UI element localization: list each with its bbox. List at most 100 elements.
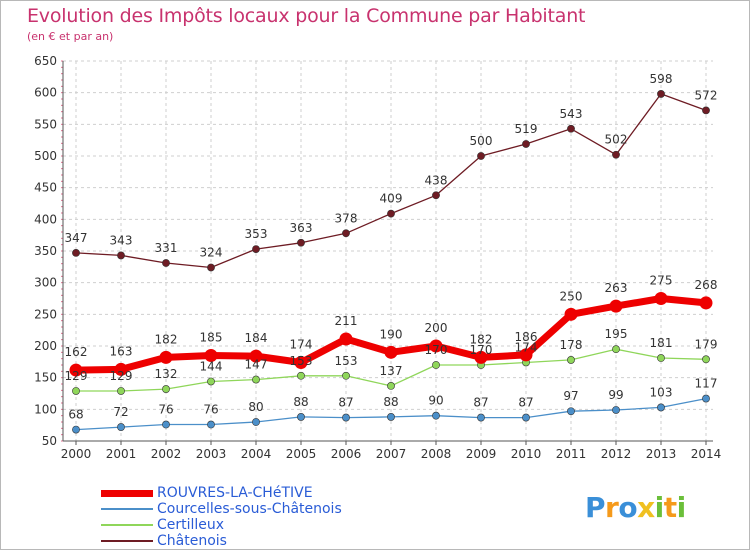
data-label: 97 xyxy=(563,389,578,403)
data-point xyxy=(657,403,665,412)
data-label: 343 xyxy=(110,233,133,247)
data-point xyxy=(519,348,533,362)
x-tick-label: 2009 xyxy=(466,447,497,461)
data-label: 68 xyxy=(68,408,83,422)
legend-item: Certilleux xyxy=(101,517,342,533)
x-tick-label: 2013 xyxy=(646,447,677,461)
data-label: 72 xyxy=(113,405,128,419)
data-label: 186 xyxy=(515,330,538,344)
data-point xyxy=(477,413,485,422)
x-tick-label: 2000 xyxy=(61,447,92,461)
data-point xyxy=(204,349,218,362)
y-tick-label: 450 xyxy=(34,181,57,195)
data-label: 87 xyxy=(518,396,533,410)
data-point xyxy=(612,150,620,159)
data-label: 598 xyxy=(650,72,673,86)
data-point xyxy=(474,350,488,364)
data-label: 103 xyxy=(650,385,673,399)
legend-label: ROUVRES-LA-CHéTIVE xyxy=(157,485,313,501)
data-point xyxy=(432,411,440,420)
data-label: 211 xyxy=(335,314,358,328)
data-point xyxy=(207,263,215,272)
data-label: 268 xyxy=(695,278,718,292)
data-label: 129 xyxy=(110,369,133,383)
data-label: 179 xyxy=(695,337,718,351)
data-label: 519 xyxy=(515,122,538,136)
data-label: 90 xyxy=(428,394,443,408)
x-tick-label: 2004 xyxy=(241,447,272,461)
data-label: 185 xyxy=(200,331,223,345)
y-tick-label: 300 xyxy=(34,276,57,290)
y-tick-label: 150 xyxy=(34,371,57,385)
data-label: 87 xyxy=(338,396,353,410)
data-point xyxy=(654,292,668,305)
data-label: 129 xyxy=(65,369,88,383)
legend-item: Châtenois xyxy=(101,533,342,549)
legend-swatch xyxy=(101,524,153,526)
data-point xyxy=(342,413,350,422)
data-label: 181 xyxy=(650,336,673,350)
data-point xyxy=(162,420,170,429)
data-point xyxy=(702,355,710,364)
data-label: 178 xyxy=(560,338,583,352)
y-tick-label: 50 xyxy=(42,434,57,448)
logo-letter: i xyxy=(676,491,687,524)
data-point xyxy=(612,406,620,414)
data-point xyxy=(567,124,575,133)
x-tick-label: 2008 xyxy=(421,447,452,461)
legend-label: Courcelles-sous-Châtenois xyxy=(157,501,342,517)
data-point xyxy=(297,413,305,421)
data-point xyxy=(72,425,80,434)
data-point xyxy=(252,418,260,426)
data-point xyxy=(702,394,710,403)
data-point xyxy=(387,209,395,218)
y-tick-label: 600 xyxy=(34,86,57,100)
data-label: 163 xyxy=(110,344,133,358)
x-tick-label: 2003 xyxy=(196,447,227,461)
data-label: 117 xyxy=(695,377,718,391)
data-label: 353 xyxy=(245,227,268,241)
legend-item: ROUVRES-LA-CHéTIVE xyxy=(101,485,342,501)
data-label: 153 xyxy=(290,354,313,368)
data-point xyxy=(657,354,665,362)
logo-letter: x xyxy=(637,491,655,524)
data-label: 174 xyxy=(515,340,538,354)
data-point xyxy=(117,387,125,395)
y-tick-label: 350 xyxy=(34,244,57,258)
data-point xyxy=(609,299,623,313)
logo-letter: t xyxy=(663,491,677,524)
data-label: 182 xyxy=(155,332,178,346)
data-point xyxy=(387,381,395,390)
y-tick-label: 500 xyxy=(34,149,57,163)
data-point xyxy=(342,371,350,380)
data-label: 275 xyxy=(650,274,673,288)
y-tick-label: 100 xyxy=(34,402,57,416)
data-point xyxy=(297,238,305,247)
legend-swatch xyxy=(101,508,153,510)
data-point xyxy=(72,387,80,395)
data-point xyxy=(252,245,260,253)
data-point xyxy=(657,90,665,98)
data-label: 76 xyxy=(203,403,218,417)
data-point xyxy=(477,152,485,160)
data-label: 324 xyxy=(200,245,223,259)
data-label: 137 xyxy=(380,364,403,378)
data-point xyxy=(207,377,215,386)
y-tick-label: 650 xyxy=(34,54,57,68)
data-point xyxy=(429,339,443,353)
data-label: 500 xyxy=(470,134,493,148)
data-label: 331 xyxy=(155,241,178,255)
data-point xyxy=(432,361,440,369)
data-label: 200 xyxy=(425,321,448,335)
data-label: 88 xyxy=(293,395,308,409)
data-label: 147 xyxy=(245,358,268,372)
data-label: 182 xyxy=(470,332,493,346)
data-point xyxy=(702,106,710,115)
data-point xyxy=(567,356,575,364)
data-point xyxy=(297,371,305,380)
data-label: 378 xyxy=(335,211,358,225)
data-point xyxy=(117,251,125,260)
data-label: 170 xyxy=(470,343,493,357)
data-label: 88 xyxy=(383,395,398,409)
